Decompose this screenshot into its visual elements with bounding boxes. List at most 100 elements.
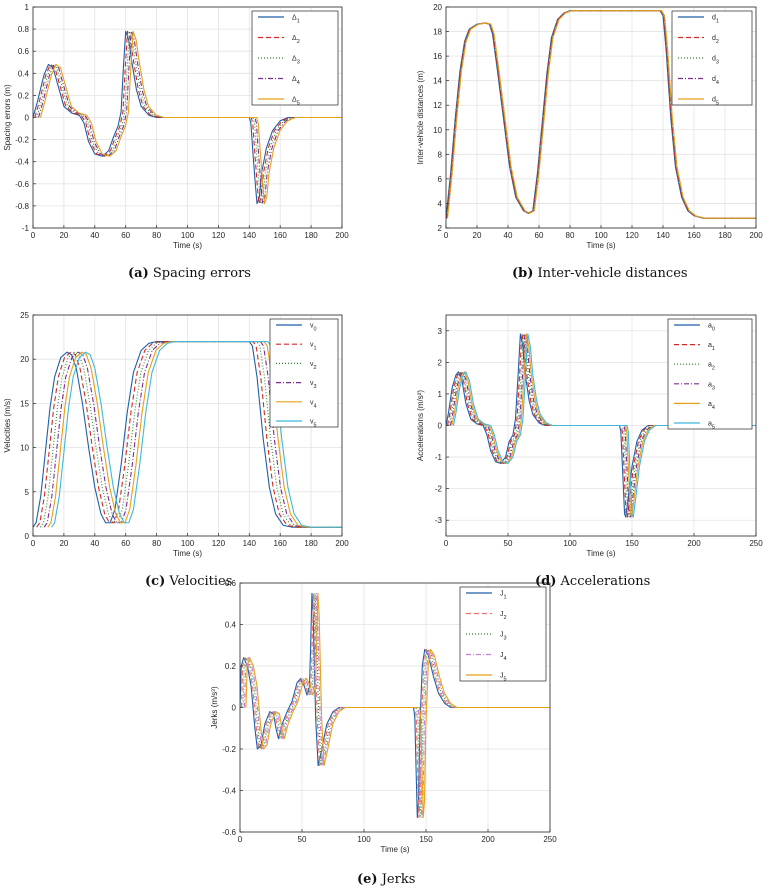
legend-box-b bbox=[671, 10, 753, 106]
legend-label-v3: v3 bbox=[310, 380, 317, 390]
x-tick-label: 160 bbox=[274, 539, 288, 548]
y-tick-label: -0.4 bbox=[15, 158, 29, 167]
x-tick-label: 120 bbox=[212, 231, 226, 240]
y-tick-label: 0.2 bbox=[18, 91, 30, 100]
x-tick-label: 40 bbox=[504, 231, 513, 240]
series-group-b bbox=[446, 10, 756, 219]
legend-label-a0: a0 bbox=[708, 323, 715, 333]
x-tick-label: 140 bbox=[243, 231, 257, 240]
x-tick-label: 0 bbox=[444, 539, 449, 548]
x-tick-label: 80 bbox=[566, 231, 575, 240]
legend-b: d1 d2 d3 d4 d5 bbox=[671, 10, 753, 107]
y-tick-label: 18 bbox=[433, 28, 442, 37]
y-tick-label: -0.2 bbox=[222, 745, 236, 754]
x-tick-label: 200 bbox=[335, 539, 349, 548]
x-tick-label: 80 bbox=[152, 231, 161, 240]
legend-label-J5: J5 bbox=[500, 673, 507, 683]
series-line-Δ4 bbox=[38, 30, 342, 205]
x-tick-label: 100 bbox=[181, 539, 195, 548]
series-group-d bbox=[446, 333, 756, 518]
x-tick-label: 200 bbox=[749, 231, 763, 240]
y-tick-label: 15 bbox=[20, 399, 29, 408]
series-line-J2 bbox=[240, 592, 550, 819]
y-tick-label: 6 bbox=[438, 175, 443, 184]
chart-e: 0 50 100 150 200 250 -0.6 -0.4 -0.2 0 0.2 0.4 0.6 Tim… bbox=[210, 579, 557, 854]
x-axis-label-d: Time (s) bbox=[586, 549, 615, 558]
y-tick-label: -0.6 bbox=[15, 180, 29, 189]
y-tick-label: -0.4 bbox=[222, 787, 236, 796]
legend-label-a4: a4 bbox=[708, 401, 715, 411]
legend-label-Δ2: Δ2 bbox=[292, 35, 300, 45]
caption-letter-e: (e) bbox=[357, 872, 378, 887]
y-axis-label-d: Accelerations (m/s²) bbox=[416, 390, 425, 461]
y-tick-label: 14 bbox=[433, 77, 442, 86]
y-tick-label: 0 bbox=[25, 114, 30, 123]
series-line-d5 bbox=[447, 10, 756, 219]
y-axis-label-e: Jerks (m/s³) bbox=[210, 686, 219, 729]
legend-label-v4: v4 bbox=[310, 399, 317, 409]
y-tick-label: 2 bbox=[438, 358, 443, 367]
x-tick-label: 150 bbox=[419, 835, 433, 844]
series-line-a5 bbox=[452, 333, 756, 518]
caption-letter-d: (d) bbox=[535, 574, 557, 589]
y-tick-label: 20 bbox=[433, 3, 442, 12]
x-tick-label: 180 bbox=[304, 539, 318, 548]
series-line-a4 bbox=[451, 333, 756, 518]
caption-text-a: Spacing errors bbox=[152, 266, 251, 281]
x-tick-label: 0 bbox=[238, 835, 243, 844]
series-group-c bbox=[33, 340, 342, 528]
caption-text-c: Velocities bbox=[169, 574, 233, 589]
series-line-a3 bbox=[449, 333, 756, 518]
caption-b: (b) Inter-vehicle distances bbox=[512, 266, 688, 281]
legend-label-Δ1: Δ1 bbox=[292, 15, 300, 25]
y-tick-label: 0.4 bbox=[225, 621, 237, 630]
x-tick-label: 20 bbox=[59, 539, 68, 548]
legend-a: Δ1 Δ2 Δ3 Δ4 Δ5 bbox=[251, 10, 339, 107]
series-line-v4 bbox=[47, 340, 342, 528]
series-line-J4 bbox=[243, 592, 550, 819]
x-tick-label: 100 bbox=[181, 231, 195, 240]
legend-label-a2: a2 bbox=[708, 362, 715, 372]
legend-box-c bbox=[269, 318, 339, 428]
y-tick-label: 0 bbox=[438, 422, 443, 431]
y-tick-label: -1 bbox=[22, 224, 30, 233]
legend-label-Δ5: Δ5 bbox=[292, 97, 300, 107]
series-line-J1 bbox=[240, 592, 550, 819]
legend-label-a5: a5 bbox=[708, 421, 715, 431]
y-axis-label-a: Spacing errors (m) bbox=[3, 84, 12, 151]
caption-letter-c: (c) bbox=[145, 574, 166, 589]
legend-label-d1: d1 bbox=[712, 15, 719, 25]
x-tick-label: 100 bbox=[357, 835, 371, 844]
x-tick-label: 40 bbox=[90, 231, 99, 240]
series-line-Δ5 bbox=[39, 30, 342, 205]
y-tick-label: 0.8 bbox=[18, 25, 30, 34]
caption-letter-a: (a) bbox=[128, 266, 149, 281]
x-tick-label: 180 bbox=[718, 231, 732, 240]
legend-label-Δ4: Δ4 bbox=[292, 76, 300, 86]
series-line-J5 bbox=[245, 592, 550, 819]
y-tick-label: 0.6 bbox=[225, 579, 237, 588]
legend-d: a0 a1 a2 a3 a4 a5 bbox=[667, 318, 753, 431]
legend-label-J3: J3 bbox=[500, 632, 507, 642]
x-tick-label: 250 bbox=[543, 835, 557, 844]
series-line-Δ3 bbox=[36, 30, 342, 205]
caption-a: (a) Spacing errors bbox=[128, 266, 251, 281]
legend-label-v1: v1 bbox=[310, 342, 317, 352]
y-tick-label: 8 bbox=[438, 150, 443, 159]
chart-b: 0 20 40 60 80 100 120 140 160 180 200 2 4 6 8 10 12 14 16 1… bbox=[416, 3, 763, 250]
series-line-v2 bbox=[39, 340, 342, 528]
x-tick-label: 0 bbox=[31, 539, 36, 548]
y-tick-label: 1 bbox=[438, 390, 443, 399]
x-tick-label: 140 bbox=[243, 539, 257, 548]
caption-text-d: Accelerations bbox=[560, 574, 651, 589]
series-line-Δ1 bbox=[33, 30, 342, 205]
x-axis-label-b: Time (s) bbox=[586, 241, 615, 250]
legend-label-v5: v5 bbox=[310, 419, 317, 429]
chart-a: 0 20 40 60 80 100 120 140 160 180 200 -1 -0.8 -0.6 -0.… bbox=[3, 3, 349, 250]
series-line-Δ2 bbox=[34, 30, 342, 205]
y-tick-label: 0.2 bbox=[225, 662, 237, 671]
caption-c: (c) Velocities bbox=[145, 574, 232, 589]
legend-label-J2: J2 bbox=[500, 611, 507, 621]
y-tick-label: 10 bbox=[20, 444, 29, 453]
legend-label-Δ3: Δ3 bbox=[292, 56, 300, 66]
